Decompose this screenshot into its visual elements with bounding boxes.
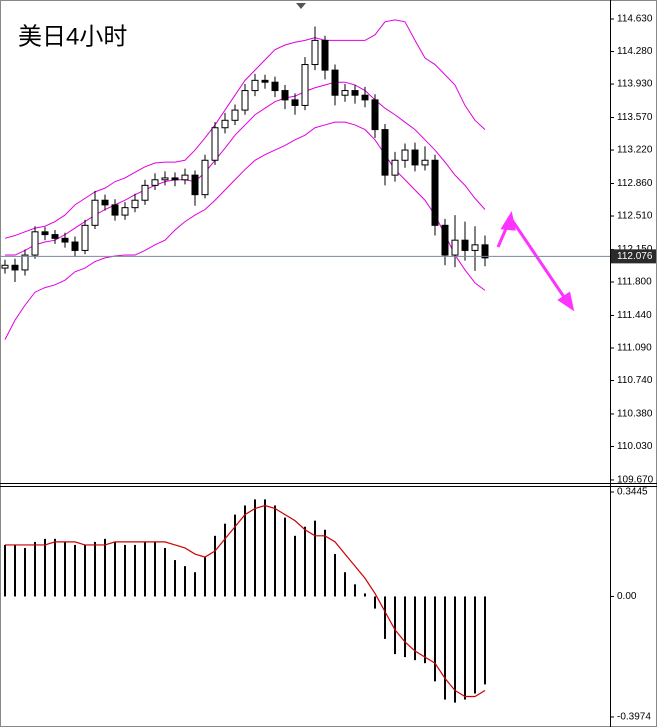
y-tick-label: 114.630 [617, 14, 653, 25]
last-price-label: 112.076 [617, 251, 653, 262]
candle-body [331, 69, 339, 96]
candle-body [221, 119, 229, 129]
arrow-down [510, 219, 568, 301]
candle-body [211, 127, 219, 161]
y-tick-label: 111.440 [617, 310, 652, 321]
candle-body [11, 264, 19, 271]
candle-body [51, 234, 59, 239]
y-tick-label: 110.380 [617, 409, 653, 420]
forecast-arrows [496, 211, 575, 312]
y-tick-label: 113.220 [617, 145, 653, 156]
candle-body [181, 174, 189, 181]
y-tick-label: 111.800 [617, 277, 652, 288]
y-tick-label: 113.570 [617, 112, 653, 123]
y-tick-label: 109.670 [617, 475, 654, 486]
candle-body [481, 244, 489, 259]
candle-body [411, 149, 419, 166]
y-tick-label: 112.510 [617, 211, 653, 222]
y-tick-label: 113.930 [617, 79, 653, 90]
y-tick-label: 0.00 [617, 591, 637, 602]
y-tick-label: 114.280 [617, 46, 653, 57]
candle-body [121, 207, 129, 216]
candle-body [1, 264, 9, 269]
band-line [4, 19, 486, 239]
candle-body [61, 237, 69, 243]
candle-body [391, 159, 399, 176]
band-line [4, 121, 486, 340]
signal-line [5, 504, 486, 698]
last-price-box [611, 249, 656, 264]
candle-body [231, 109, 239, 121]
candle-body [441, 224, 449, 256]
candle-body [281, 90, 289, 101]
candle-body [91, 199, 99, 226]
candle-body [291, 99, 299, 106]
candle-body [171, 177, 179, 181]
candle-body [471, 244, 479, 251]
shift-marker [296, 3, 306, 9]
candle-body [361, 94, 369, 101]
candle-body [451, 239, 459, 256]
y-tick-label: 0.3445 [617, 487, 648, 498]
y-tick-label: 112.860 [617, 178, 653, 189]
chart-title: 美日4小时 [18, 23, 127, 50]
candle-body [371, 99, 379, 131]
candle-body [101, 199, 109, 206]
candle-body [141, 184, 149, 201]
candle-body [161, 177, 169, 181]
candle-body [201, 159, 209, 196]
candle-body [81, 224, 89, 251]
candle-body [241, 90, 249, 111]
candle-body [401, 149, 409, 161]
y-tick-label: 110.740 [617, 375, 653, 386]
arrow-head [557, 291, 575, 312]
y-tick-label: 111.090 [617, 343, 652, 354]
candle-body [191, 174, 199, 196]
candle-body [311, 39, 319, 66]
candle-body [21, 254, 29, 271]
y-tick-label: 110.030 [617, 441, 653, 452]
candle-body [111, 204, 119, 216]
y-tick-label: -0.3974 [617, 712, 651, 723]
candle-body [151, 179, 159, 186]
candle-body [321, 39, 329, 71]
candle-body [41, 231, 49, 236]
candle-body [261, 79, 269, 83]
candle-body [351, 90, 359, 96]
candle-body [71, 241, 79, 251]
candle-body [271, 81, 279, 92]
candle-body [31, 231, 39, 256]
candle-body [461, 239, 469, 251]
candle-body [341, 90, 349, 96]
candle-body [431, 159, 439, 226]
candle-body [301, 64, 309, 106]
candle-body [131, 199, 139, 209]
candle-body [251, 79, 259, 92]
candle-body [421, 159, 429, 166]
candle-body [381, 129, 389, 176]
